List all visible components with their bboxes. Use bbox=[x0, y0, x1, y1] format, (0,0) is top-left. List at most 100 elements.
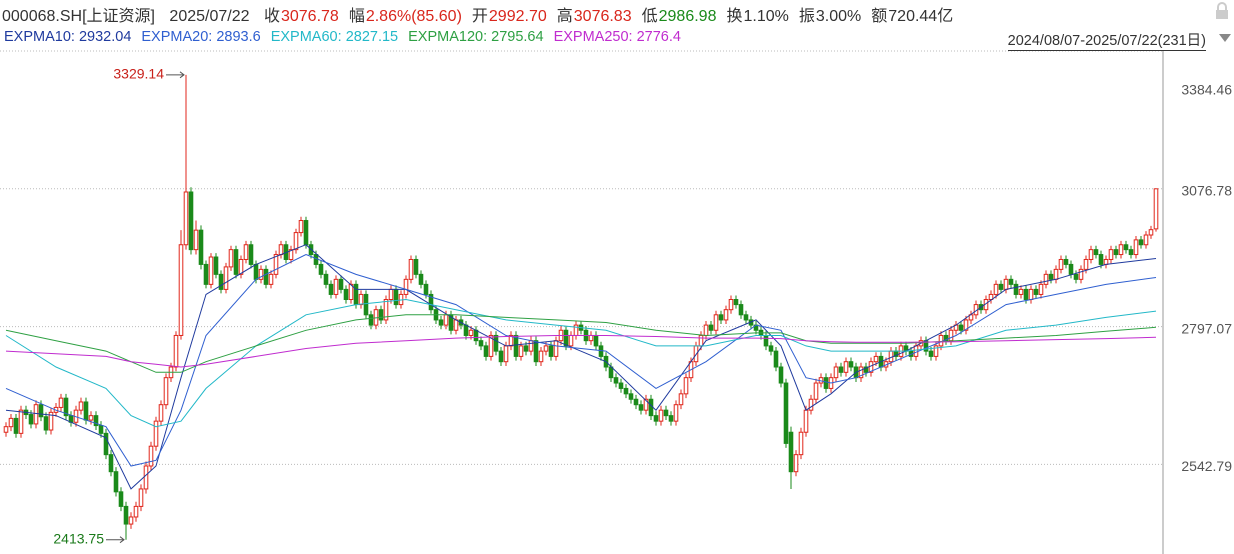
candle-body bbox=[263, 268, 269, 285]
candle-body bbox=[703, 324, 709, 336]
dropdown-icon[interactable] bbox=[1218, 32, 1232, 44]
candle-body bbox=[503, 345, 509, 363]
candle-body bbox=[178, 244, 184, 336]
legend-item: EXPMA2502776.4 bbox=[554, 29, 681, 45]
candle-body bbox=[653, 415, 659, 422]
info-label: 振 bbox=[798, 8, 815, 25]
candle-body bbox=[768, 345, 774, 352]
candle-body bbox=[963, 319, 969, 331]
candle-body bbox=[808, 398, 814, 411]
candle-body bbox=[353, 283, 359, 306]
candle-body bbox=[343, 288, 349, 300]
candle-body bbox=[723, 309, 729, 321]
legend-value: 2932.04 bbox=[78, 29, 132, 45]
candle-body bbox=[468, 329, 474, 336]
candle-body bbox=[338, 278, 344, 290]
candle-body bbox=[48, 411, 54, 431]
header: 000068.SH[上证资源] 2025/07/22 收3076.78 幅2.86… bbox=[0, 0, 1234, 51]
high-label: 3329.14 bbox=[113, 66, 164, 82]
candle-body bbox=[1063, 258, 1069, 265]
candle-body bbox=[268, 273, 274, 285]
candle-body bbox=[463, 324, 469, 336]
candle-body bbox=[153, 420, 159, 447]
candle-body bbox=[63, 397, 69, 417]
candle-body bbox=[158, 404, 164, 422]
candle-body bbox=[563, 329, 569, 347]
info-value: 2992.70 bbox=[488, 8, 547, 25]
candle-body bbox=[108, 454, 114, 473]
legend-name: EXPMA120 bbox=[408, 29, 491, 45]
candle-body bbox=[8, 417, 14, 428]
candle-body bbox=[493, 334, 499, 352]
lock-icon[interactable] bbox=[1212, 2, 1232, 22]
candle-body bbox=[1138, 239, 1144, 246]
legend: EXPMA102932.04 EXPMA202893.6 EXPMA602827.1… bbox=[4, 29, 691, 45]
candle-body bbox=[413, 258, 419, 275]
candle-body bbox=[1093, 249, 1099, 256]
date: 2025/07/22 bbox=[169, 8, 250, 25]
candle-body bbox=[98, 425, 104, 434]
candle-body bbox=[173, 334, 179, 368]
candle-body bbox=[488, 334, 494, 357]
legend-value: 2795.64 bbox=[491, 29, 544, 45]
legend-name: EXPMA10 bbox=[4, 29, 79, 45]
candle-body bbox=[628, 393, 634, 400]
date-range[interactable]: 2024/08/07-2025/07/22(231日) bbox=[1007, 29, 1206, 51]
candle-body bbox=[38, 404, 44, 418]
info-label: 换 bbox=[726, 8, 743, 25]
candle-body bbox=[1033, 288, 1039, 295]
legend-name: EXPMA60 bbox=[271, 29, 346, 45]
candle-body bbox=[303, 220, 309, 246]
candle-body bbox=[288, 249, 294, 260]
candle-body bbox=[553, 340, 559, 357]
candle-body bbox=[418, 273, 424, 285]
candle-body bbox=[218, 273, 224, 290]
candle-body bbox=[193, 229, 199, 251]
ema-line bbox=[5, 253, 1157, 467]
legend-value: 2893.6 bbox=[216, 29, 261, 45]
candle-body bbox=[363, 293, 369, 316]
info-value: 2.86%(85.60) bbox=[365, 8, 462, 25]
candle-body bbox=[658, 409, 664, 422]
candle-body bbox=[1073, 273, 1079, 280]
candle-body bbox=[733, 298, 739, 306]
legend-item: EXPMA102932.04 bbox=[4, 29, 131, 45]
legend-name: EXPMA250 bbox=[554, 29, 637, 45]
candle-body bbox=[258, 268, 264, 280]
ema-line bbox=[5, 335, 1157, 368]
candle-body bbox=[3, 426, 9, 433]
candle-body bbox=[1038, 283, 1044, 295]
info-value: 720.44亿 bbox=[888, 8, 954, 25]
candle-body bbox=[513, 334, 519, 357]
candle-body bbox=[948, 329, 954, 342]
candle-body bbox=[618, 382, 624, 389]
candle-body bbox=[33, 404, 39, 425]
candle-body bbox=[623, 387, 629, 395]
candle-body bbox=[778, 366, 784, 384]
candle-body bbox=[698, 334, 704, 347]
candle-body bbox=[198, 229, 204, 265]
candle-body bbox=[443, 314, 449, 326]
candle-body bbox=[163, 377, 169, 406]
candle-body bbox=[1098, 254, 1104, 265]
candle-body bbox=[668, 415, 674, 422]
candle-body bbox=[318, 263, 324, 275]
symbol: 000068.SH[上证资源] bbox=[2, 8, 155, 25]
candle-body bbox=[83, 401, 89, 421]
annotation-arrow bbox=[106, 536, 125, 544]
info-label: 收 bbox=[263, 8, 280, 25]
candle-body bbox=[718, 314, 724, 321]
candle-body bbox=[93, 415, 99, 427]
candle-body bbox=[323, 273, 329, 285]
candle-body bbox=[183, 191, 189, 246]
candle-body bbox=[333, 278, 339, 295]
candle-body bbox=[593, 334, 599, 347]
candle-body bbox=[1148, 229, 1154, 236]
candle-body bbox=[423, 283, 429, 295]
candle-body bbox=[298, 220, 304, 234]
candle-body bbox=[1088, 249, 1094, 260]
candle-body bbox=[1068, 263, 1074, 275]
candle-body bbox=[13, 417, 19, 434]
candle-body bbox=[663, 409, 669, 417]
candle-body bbox=[88, 415, 94, 421]
